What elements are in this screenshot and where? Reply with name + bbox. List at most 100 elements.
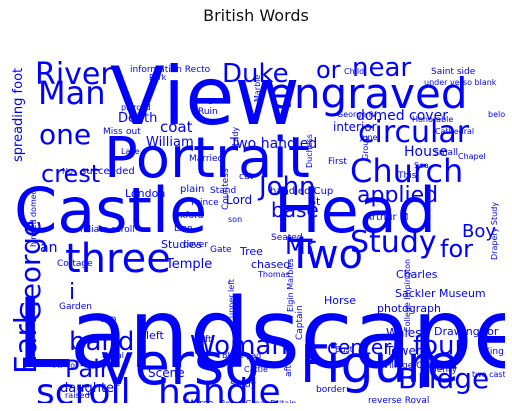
word-earl: Earl bbox=[10, 316, 44, 374]
word-out: out bbox=[126, 127, 141, 137]
word-center: center bbox=[327, 335, 392, 359]
word-handled-cup: handled Cup bbox=[270, 186, 333, 197]
word-domed-cover: domed cover bbox=[356, 108, 448, 124]
word-house: House bbox=[404, 144, 448, 160]
word-boy: Boy bbox=[462, 221, 496, 242]
word-below: below bbox=[488, 110, 505, 119]
word-mp-for: MP for bbox=[53, 361, 79, 370]
word-small: small bbox=[434, 148, 458, 158]
word-head: Head bbox=[274, 174, 436, 247]
word-castle: Castle bbox=[14, 174, 207, 247]
word-bust: Bust bbox=[335, 345, 353, 354]
word-march: March bbox=[186, 399, 213, 403]
word-lady: Lady bbox=[231, 127, 240, 146]
word-one: one bbox=[39, 118, 91, 151]
word-verso: verso bbox=[100, 330, 260, 398]
word-near: near bbox=[352, 53, 411, 83]
word-bridge: Bridge bbox=[398, 362, 489, 395]
word-cover: cover bbox=[183, 240, 208, 250]
word-duchess: Duchess bbox=[305, 134, 314, 168]
word-figure: Figure bbox=[300, 335, 459, 395]
word-lake: Lake bbox=[121, 147, 140, 156]
word-lion: Lion bbox=[174, 224, 193, 234]
word-band: band bbox=[69, 327, 134, 357]
word-henry: Henry bbox=[430, 365, 458, 375]
word-king: King bbox=[484, 347, 504, 357]
word-study: Study bbox=[230, 380, 257, 390]
word-college-impington: College Impington bbox=[403, 259, 412, 332]
word-interior: interior bbox=[333, 120, 377, 134]
word-applied: applied bbox=[357, 183, 438, 208]
word-information-recto: information Recto bbox=[130, 65, 211, 75]
word-this: This bbox=[397, 171, 417, 181]
word-mr: Mr bbox=[285, 232, 316, 260]
word-seated: Seated bbox=[271, 233, 303, 243]
word-landscape: Landscape bbox=[16, 278, 505, 390]
word-son: son bbox=[228, 215, 242, 224]
word-june: June bbox=[359, 133, 378, 142]
word-plain: plain bbox=[180, 184, 204, 195]
word-three: three bbox=[65, 236, 171, 282]
word-george-iv: George IV bbox=[337, 110, 377, 119]
word-london: London bbox=[125, 187, 165, 200]
word-john: John bbox=[257, 172, 316, 202]
word-saint-side: Saint side bbox=[431, 67, 476, 77]
word-black-pad: Black pad bbox=[222, 351, 261, 360]
word-after: after bbox=[284, 355, 294, 377]
word-two-handled: Two handled bbox=[229, 136, 317, 152]
word-temple: Temple bbox=[165, 257, 212, 272]
word-succeeded: succeeded bbox=[81, 166, 135, 177]
word-garden: Garden bbox=[59, 302, 92, 312]
word-circular: circular bbox=[358, 115, 470, 150]
word-cut: cut bbox=[239, 172, 254, 182]
word-left: left bbox=[197, 335, 212, 345]
word-tower: Tower bbox=[385, 344, 421, 358]
chart-title: British Words bbox=[203, 6, 309, 25]
word-sea: Sea bbox=[414, 161, 429, 170]
word-stand: Stand bbox=[210, 186, 236, 196]
word-cottage: Cottage bbox=[57, 259, 93, 269]
word-charles: Charles bbox=[396, 268, 438, 281]
word-coat: coat bbox=[160, 118, 193, 136]
word-man: Man bbox=[38, 74, 106, 112]
word-scroll: scroll bbox=[36, 372, 131, 403]
word-marble: Marble bbox=[253, 75, 262, 102]
word-william: William bbox=[146, 135, 194, 150]
word-gate: Gate bbox=[210, 245, 232, 255]
word-death: Death bbox=[118, 111, 157, 126]
word-cloud: Landscape View verso Figure Castle HeadPortra… bbox=[10, 32, 505, 403]
word-view: View bbox=[110, 50, 300, 143]
word-duke: Duke bbox=[222, 59, 289, 89]
word-an: an bbox=[40, 240, 57, 256]
word-thomas: Thomas bbox=[257, 270, 290, 279]
word-married: Married bbox=[189, 154, 223, 164]
word-chased: chased bbox=[251, 258, 290, 271]
word-i: i bbox=[69, 280, 75, 305]
word-four: four bbox=[413, 331, 466, 361]
word-church: Church bbox=[350, 152, 463, 190]
word-study: Study bbox=[350, 225, 437, 260]
word-photograph: photograph bbox=[377, 302, 441, 315]
word-park: Park bbox=[149, 73, 167, 82]
word-base: base bbox=[271, 198, 319, 222]
word-group: Group bbox=[361, 136, 370, 160]
word-crest: crest bbox=[41, 160, 100, 188]
word-prince: Prince bbox=[191, 198, 219, 208]
word-rome-great-britain: Rome Great Britain bbox=[220, 399, 297, 403]
word-ruin: Ruin bbox=[198, 107, 218, 117]
word-raised: raised bbox=[65, 391, 90, 400]
word-river: River bbox=[35, 57, 113, 92]
word-horse: Horse bbox=[324, 294, 356, 307]
word-no: No bbox=[62, 167, 73, 176]
word-for: for bbox=[440, 235, 473, 263]
word-s: S bbox=[208, 97, 213, 106]
word-scene: Scene bbox=[148, 366, 185, 380]
word-engraved: engraved bbox=[268, 69, 467, 118]
word-top: top bbox=[100, 314, 116, 325]
word-hinged-domed: hinged domed bbox=[29, 189, 38, 247]
word-miss: Miss bbox=[103, 127, 123, 137]
word-handle: handle bbox=[158, 372, 281, 403]
word-village-college: Village College bbox=[383, 361, 450, 371]
word-captain: Captain bbox=[295, 305, 305, 340]
word-under-verso-blank: under verso blank bbox=[424, 78, 497, 87]
